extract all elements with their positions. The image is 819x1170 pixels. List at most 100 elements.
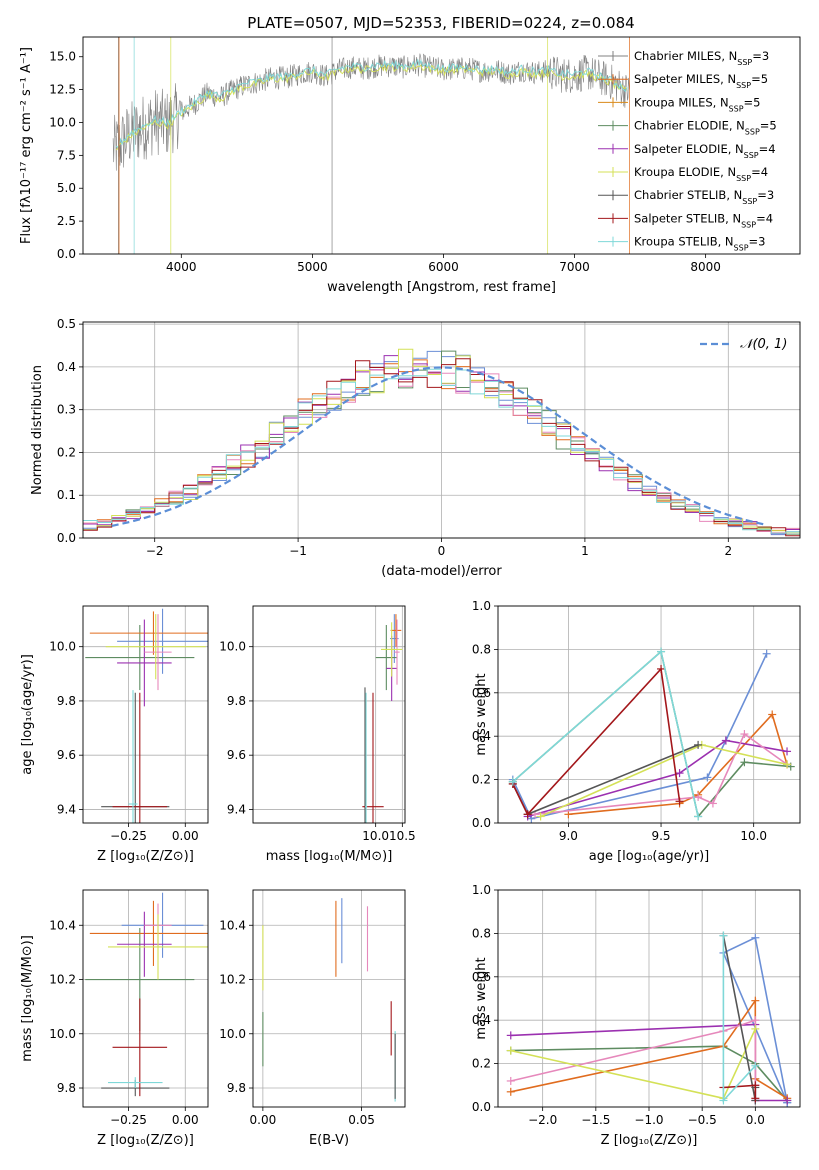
legend-nssp-eq: = (749, 235, 759, 249)
y-tick-label: 0.4 (472, 729, 491, 743)
y-tick-label: 10.0 (219, 640, 246, 654)
x-tick-label: 0.00 (250, 1113, 277, 1127)
legend-label: Chabrier ELODIE, N (634, 119, 745, 133)
y-tick-label: 10.4 (219, 918, 246, 932)
histogram-step-line (83, 368, 800, 538)
y-tick-label: 10.0 (49, 115, 76, 129)
legend-nssp-eq: = (756, 211, 766, 225)
legend-normal-label: 𝒩(0, 1) (740, 337, 787, 352)
x-tick-label: −1 (289, 544, 307, 558)
normal-distribution-curve (111, 366, 765, 527)
x-tick-label: 0 (438, 544, 446, 558)
errorbar-plot-area (362, 614, 403, 823)
errorbar-plot-area (262, 898, 396, 1102)
y-tick-label: 0.6 (472, 686, 491, 700)
weight-line (527, 739, 788, 818)
x-tick-label: −2 (146, 544, 164, 558)
y-tick-label: 10.0 (219, 1027, 246, 1041)
weight-line (512, 667, 681, 816)
legend-nssp-eq: = (744, 95, 754, 109)
y-tick-label: 5.0 (57, 181, 76, 195)
legend-nssp-eq: = (751, 165, 761, 179)
y-axis-label: Normed distribution (30, 365, 45, 495)
chart-title: PLATE=0507, MJD=52353, FIBERID=0224, z=0… (247, 14, 634, 32)
x-tick-label: 9.0 (559, 829, 578, 843)
x-tick-label: 10.0 (740, 829, 767, 843)
x-axis-label: Z [log₁₀(Z/Z⊙)] (97, 849, 194, 864)
legend-nssp: 5 (753, 95, 760, 109)
y-tick-label: 0.0 (472, 1100, 491, 1114)
legend-entry: Chabrier MILES, NSSP=3 (634, 49, 769, 67)
legend-entry: Salpeter MILES, NSSP=5 (634, 72, 768, 90)
x-axis-label: (data-model)/error (381, 564, 502, 579)
axes-frame (252, 605, 406, 824)
model-spectrum-line (115, 58, 628, 148)
y-tick-label: 0.5 (57, 317, 76, 331)
legend-label: Chabrier MILES, N (634, 49, 737, 63)
x-tick-label: 9.5 (651, 829, 670, 843)
legend-nssp: 3 (762, 49, 769, 63)
x-tick-label: −0.25 (110, 1113, 147, 1127)
legend-nssp-eq: = (760, 119, 770, 133)
x-tick-label: −1.5 (581, 1113, 610, 1127)
axes-frame (497, 889, 801, 1108)
y-axis-label: age [log₁₀(age/yr)] (20, 654, 35, 775)
legend-nssp: 4 (766, 211, 773, 225)
x-tick-label: 2 (724, 544, 732, 558)
x-tick-label: 0.00 (172, 829, 199, 843)
legend-nssp-eq: = (752, 49, 762, 63)
legend-subscript: SSP (737, 58, 752, 67)
y-tick-label: 1.0 (472, 599, 491, 613)
x-tick-label: 7000 (559, 260, 590, 274)
y-tick-label: 10.2 (219, 973, 246, 987)
x-tick-label: 8000 (690, 260, 721, 274)
y-tick-label: 15.0 (49, 50, 76, 64)
legend-entry: Salpeter STELIB, NSSP=4 (634, 211, 773, 229)
y-tick-label: 0.1 (57, 488, 76, 502)
x-tick-label: 1 (581, 544, 589, 558)
y-tick-label: 0.4 (472, 1013, 491, 1027)
weight-line (512, 650, 791, 819)
y-tick-label: 0.4 (57, 360, 76, 374)
axes-frame (82, 605, 209, 824)
y-axis-label: mass weight (474, 673, 489, 755)
legend-nssp-eq: = (757, 188, 767, 202)
legend-nssp: 5 (761, 72, 768, 86)
y-tick-label: 0.8 (472, 926, 491, 940)
histogram-plot-area (83, 348, 800, 538)
legend-nssp-eq: = (759, 142, 769, 156)
weight-plot-area (506, 931, 792, 1107)
legend-entry: Kroupa MILES, NSSP=5 (634, 95, 761, 113)
x-tick-label: 0.00 (172, 1113, 199, 1127)
y-tick-label: 9.8 (227, 1081, 246, 1095)
y-tick-label: 9.8 (57, 694, 76, 708)
legend-nssp: 5 (769, 119, 776, 133)
legend-subscript: SSP (734, 243, 749, 252)
legend-nssp: 4 (761, 165, 768, 179)
legend-nssp: 3 (767, 188, 774, 202)
axes-frame (82, 889, 209, 1108)
y-axis-label: Flux [fλ10⁻¹⁷ erg cm⁻² s⁻¹ A⁻¹] (19, 47, 34, 244)
y-tick-label: 9.4 (227, 802, 246, 816)
legend-subscript: SSP (744, 150, 759, 159)
legend-subscript: SSP (736, 81, 751, 90)
legend-entry: Kroupa ELODIE, NSSP=4 (634, 165, 768, 183)
weight-line (510, 1019, 757, 1086)
errorbar-plot-area (85, 892, 208, 1097)
legend-subscript: SSP (736, 174, 751, 183)
y-tick-label: 9.4 (57, 802, 76, 816)
y-tick-label: 9.6 (227, 748, 246, 762)
x-axis-label: age [log₁₀(age/yr)] (589, 849, 710, 864)
y-tick-label: 0.2 (57, 445, 76, 459)
x-axis-label: wavelength [Angstrom, rest frame] (327, 280, 556, 295)
x-tick-label: −0.5 (688, 1113, 717, 1127)
y-tick-label: 0.2 (472, 773, 491, 787)
x-axis-label: Z [log₁₀(Z/Z⊙)] (97, 1133, 194, 1148)
y-tick-label: 0.2 (472, 1057, 491, 1071)
x-axis-label: mass [log₁₀(M/M⊙)] (266, 849, 393, 864)
axes-frame (497, 605, 801, 824)
legend-subscript: SSP (741, 220, 756, 229)
legend-nssp-eq: = (751, 72, 761, 86)
axes-frame (252, 889, 406, 1108)
y-tick-label: 0.0 (472, 816, 491, 830)
